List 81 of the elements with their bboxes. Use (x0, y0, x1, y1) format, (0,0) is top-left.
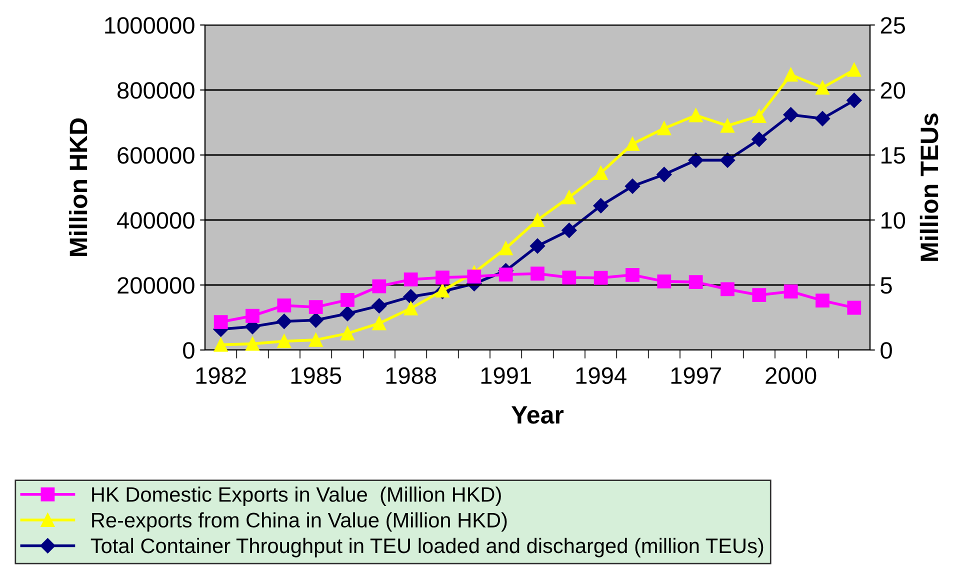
x-tick-label: 1982 (196, 367, 246, 384)
point (214, 338, 228, 352)
point (372, 298, 387, 314)
point (752, 109, 766, 123)
point (816, 294, 830, 308)
point (277, 334, 292, 348)
point (246, 336, 260, 351)
point (657, 274, 672, 288)
point (626, 137, 640, 151)
point (340, 306, 356, 322)
point (720, 282, 734, 296)
y-tick-label: 600000 (118, 147, 194, 164)
point (846, 92, 862, 108)
point (404, 301, 418, 316)
point (340, 326, 354, 340)
point (214, 315, 228, 329)
point (688, 275, 703, 290)
y2-tick-label: 0 (880, 342, 892, 359)
x-tick-label: 1994 (576, 367, 626, 384)
point (656, 166, 672, 182)
point (404, 272, 418, 286)
y2-tick-label: 15 (882, 147, 905, 164)
point (814, 111, 830, 126)
point (816, 80, 830, 95)
y-tick-label: 800000 (118, 82, 194, 99)
point (847, 300, 862, 315)
legend-label: Total Container Throughput in TEU loaded and discharged (million TEUs) (90, 538, 764, 558)
point (246, 308, 260, 323)
x-tick-label: 2000 (766, 367, 816, 384)
y2-tick-label: 5 (880, 277, 892, 294)
point (436, 270, 450, 284)
legend-label: HK Domestic Exports in Value (Million HKD) (92, 486, 501, 506)
y2-axis-title: Million TEUs (920, 114, 938, 261)
point (276, 314, 292, 329)
point (784, 284, 798, 298)
point (308, 300, 323, 314)
point (752, 132, 767, 147)
y-tick-label: 1000000 (105, 17, 194, 34)
point (626, 268, 640, 282)
point (720, 118, 734, 133)
point (562, 270, 576, 284)
point (530, 266, 544, 281)
point (688, 108, 703, 122)
x-axis-title: Year (512, 406, 564, 424)
point (308, 312, 324, 328)
point (467, 270, 482, 284)
point (594, 166, 608, 180)
y2-tick-label: 25 (880, 17, 905, 34)
point (784, 68, 798, 82)
y-tick-label: 0 (183, 342, 194, 359)
point (624, 178, 640, 194)
point (340, 293, 354, 307)
legend-label: Re-exports from China in Value (Million HKD) (92, 512, 507, 532)
point (498, 268, 513, 282)
point (688, 152, 704, 168)
point (657, 121, 672, 136)
x-tick-label: 1985 (291, 367, 342, 384)
point (530, 238, 546, 254)
point (847, 62, 862, 77)
x-tick-label: 1997 (671, 367, 721, 384)
point (372, 316, 386, 330)
point (562, 222, 577, 238)
y2-tick-label: 10 (882, 212, 906, 229)
point (593, 198, 608, 214)
y-tick-label: 400000 (117, 212, 194, 229)
y2-tick-label: 20 (880, 82, 906, 99)
point (277, 298, 292, 312)
point (783, 107, 798, 122)
point (308, 332, 323, 347)
y-axis-title: Million HKD (68, 118, 88, 256)
x-tick-label: 1988 (386, 367, 436, 384)
point (720, 152, 736, 168)
point (372, 279, 386, 294)
point (530, 213, 544, 227)
point (594, 270, 608, 285)
point (498, 241, 513, 256)
x-tick-label: 1991 (481, 367, 531, 384)
point (752, 288, 766, 302)
y-tick-label: 200000 (118, 277, 194, 294)
point (562, 190, 576, 204)
point (403, 289, 418, 304)
